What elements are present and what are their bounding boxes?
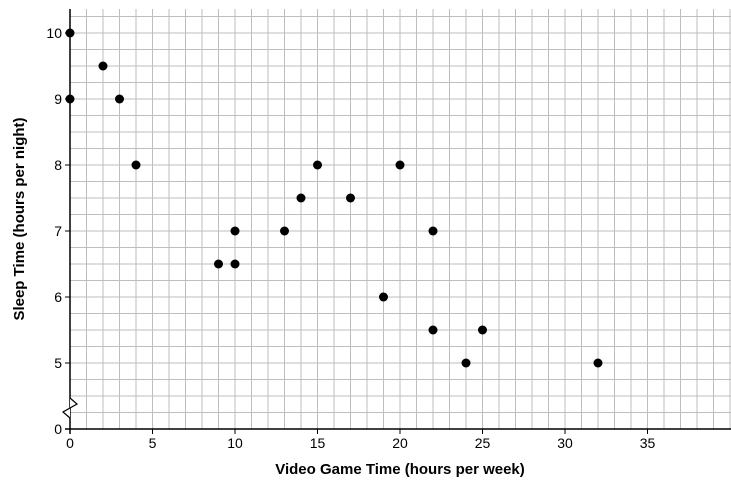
data-point bbox=[395, 160, 405, 170]
x-tick-label: 10 bbox=[227, 435, 243, 451]
data-point bbox=[346, 193, 355, 203]
x-tick-label: 25 bbox=[475, 435, 491, 451]
data-point bbox=[593, 358, 603, 368]
tick-labels: 0 5 10 15 20 25 30 35 0 5 6 7 8 9 10 bbox=[46, 25, 655, 451]
y-tick-label: 7 bbox=[54, 223, 62, 239]
data-point bbox=[65, 28, 75, 38]
x-tick-label: 35 bbox=[640, 435, 656, 451]
y-axis-break-symbol bbox=[61, 397, 79, 419]
y-axis-title: Sleep Time (hours per night) bbox=[11, 117, 28, 320]
x-tick-label: 20 bbox=[392, 435, 408, 451]
data-point bbox=[131, 160, 141, 170]
data-point bbox=[478, 325, 487, 335]
y-tick-label: 9 bbox=[54, 91, 62, 107]
grid bbox=[69, 9, 731, 430]
x-tick-label: 30 bbox=[557, 435, 573, 451]
data-point bbox=[230, 226, 240, 236]
y-tick-label: 6 bbox=[54, 289, 62, 305]
data-point bbox=[115, 94, 124, 104]
data-point bbox=[313, 160, 322, 170]
data-point bbox=[379, 292, 388, 302]
data-point bbox=[296, 193, 306, 203]
x-axis-title: Video Game Time (hours per week) bbox=[275, 461, 525, 478]
data-point bbox=[280, 226, 289, 236]
data-point bbox=[428, 325, 438, 335]
y-tick-label: 0 bbox=[54, 421, 62, 437]
data-point bbox=[428, 226, 438, 236]
data-point bbox=[65, 94, 75, 104]
y-tick-label: 10 bbox=[46, 25, 62, 41]
x-tick-label: 0 bbox=[66, 435, 74, 451]
data-point bbox=[461, 358, 471, 368]
y-tick-label: 8 bbox=[54, 157, 62, 173]
x-tick-label: 15 bbox=[310, 435, 326, 451]
x-tick-label: 5 bbox=[149, 435, 157, 451]
y-tick-label: 5 bbox=[54, 355, 62, 371]
data-point bbox=[214, 259, 223, 269]
data-points bbox=[65, 28, 603, 368]
data-point bbox=[98, 61, 108, 71]
data-point bbox=[230, 259, 240, 269]
